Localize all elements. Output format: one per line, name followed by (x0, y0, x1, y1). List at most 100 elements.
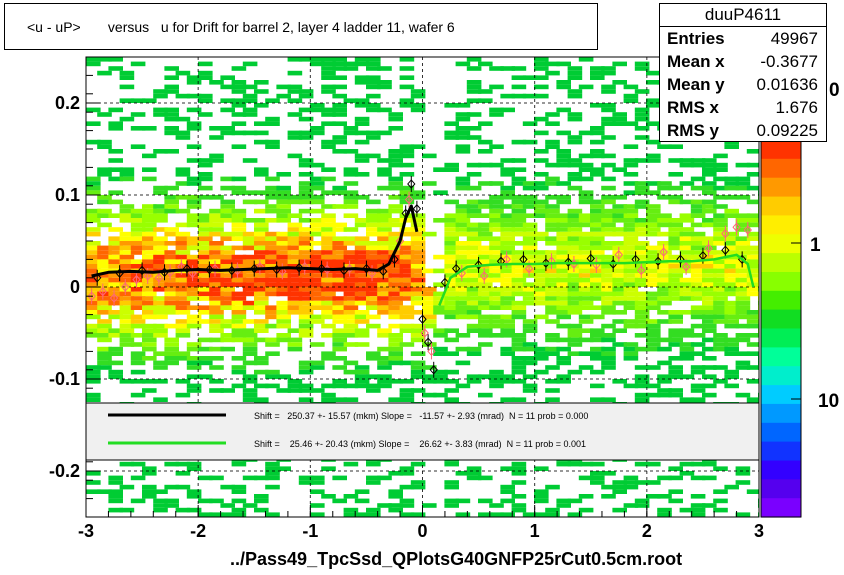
heatmap-cell (377, 241, 392, 246)
heatmap-cell (534, 259, 549, 264)
heatmap-cell (265, 342, 280, 347)
heatmap-cell (186, 383, 202, 389)
heatmap-cell (366, 291, 381, 297)
heatmap-cell (86, 323, 101, 329)
heatmap-cell (623, 121, 639, 126)
heatmap-cell (242, 388, 258, 393)
heatmap-cell (545, 227, 560, 232)
heatmap-cell (377, 503, 392, 508)
heatmap-cell (164, 254, 179, 260)
heatmap-cell (545, 273, 560, 278)
heatmap-cell (466, 222, 482, 228)
heatmap-cell (713, 227, 728, 232)
heatmap-cell (578, 314, 594, 320)
heatmap-cell (186, 323, 202, 329)
heatmap-cell (399, 360, 415, 366)
heatmap-cell (455, 259, 471, 264)
heatmap-cell (242, 503, 258, 508)
heatmap-cell (578, 167, 594, 172)
heatmap-cell (130, 264, 146, 269)
heatmap-cell (601, 84, 616, 90)
heatmap-cell (354, 287, 370, 292)
heatmap-cell (702, 222, 717, 228)
heatmap-cell (556, 61, 571, 67)
heatmap-cell (534, 236, 549, 241)
heatmap-cell (164, 126, 179, 131)
heatmap-cell (242, 475, 258, 481)
heatmap-cell (590, 218, 605, 223)
heatmap-cell (690, 268, 706, 274)
heatmap-cell (735, 310, 751, 315)
heatmap-cell (466, 236, 482, 241)
heatmap-cell (668, 296, 683, 301)
heatmap-cell (242, 130, 258, 136)
heatmap-cell (545, 319, 560, 324)
heatmap-cell (522, 512, 538, 517)
heatmap-cell (220, 218, 235, 223)
heatmap-cell (623, 346, 639, 352)
heatmap-cell (198, 277, 213, 283)
heatmap-cell (634, 346, 650, 352)
colorbar-segment (761, 460, 801, 480)
x-tick-label: 1 (530, 521, 540, 541)
heatmap-cell (164, 287, 179, 292)
heatmap-cell (130, 300, 146, 306)
heatmap-cell (478, 498, 493, 504)
heatmap-cell (354, 121, 370, 126)
heatmap-cell (601, 208, 616, 214)
heatmap-cell (119, 264, 135, 269)
heatmap-cell (489, 250, 504, 255)
heatmap-cell (511, 365, 527, 370)
heatmap-cell (198, 93, 213, 99)
heatmap-cell (556, 268, 571, 274)
heatmap-cell (198, 291, 213, 297)
heatmap-cell (231, 227, 247, 232)
heatmap-cell (175, 135, 191, 140)
heatmap-cell (310, 231, 325, 237)
heatmap-cell (209, 337, 224, 343)
heatmap-cell (153, 365, 168, 370)
heatmap-cell (444, 254, 459, 260)
heatmap-cell (534, 181, 549, 186)
heatmap-cell (556, 498, 571, 504)
heatmap-cell (220, 300, 235, 306)
heatmap-cell (500, 66, 515, 71)
heatmap-cell (321, 222, 336, 228)
heatmap-cell (690, 250, 706, 255)
heatmap-cell (545, 112, 560, 117)
heatmap-cell (399, 273, 415, 278)
profile-point-black (317, 263, 326, 274)
heatmap-cell (679, 236, 695, 241)
heatmap-cell (556, 305, 571, 310)
heatmap-cell (601, 365, 616, 370)
heatmap-cell (175, 484, 191, 490)
heatmap-cell (590, 172, 605, 177)
heatmap-cell (186, 507, 202, 513)
heatmap-cell (410, 300, 426, 306)
heatmap-cell (668, 388, 683, 393)
heatmap-cell (343, 397, 359, 402)
heatmap-cell (332, 222, 347, 228)
heatmap-cell (433, 305, 448, 310)
heatmap-cell (142, 218, 157, 223)
heatmap-cell (735, 512, 751, 517)
heatmap-cell (679, 213, 695, 218)
heatmap-cell (657, 245, 672, 251)
heatmap-cell (623, 296, 639, 301)
heatmap-cell (455, 103, 471, 108)
heatmap-cell (186, 342, 202, 347)
heatmap-cell (276, 264, 291, 269)
heatmap-cell (623, 190, 639, 195)
heatmap-cell (746, 314, 759, 320)
heatmap-cell (668, 268, 683, 274)
heatmap-cell (455, 126, 471, 131)
heatmap-cell (466, 185, 482, 191)
heatmap-cell (310, 291, 325, 297)
heatmap-cell (332, 305, 347, 310)
heatmap-cell (646, 296, 661, 301)
heatmap-cell (489, 296, 504, 301)
heatmap-cell (556, 323, 571, 329)
heatmap-cell (601, 494, 616, 499)
heatmap-cell (276, 300, 291, 306)
heatmap-cell (343, 300, 359, 306)
